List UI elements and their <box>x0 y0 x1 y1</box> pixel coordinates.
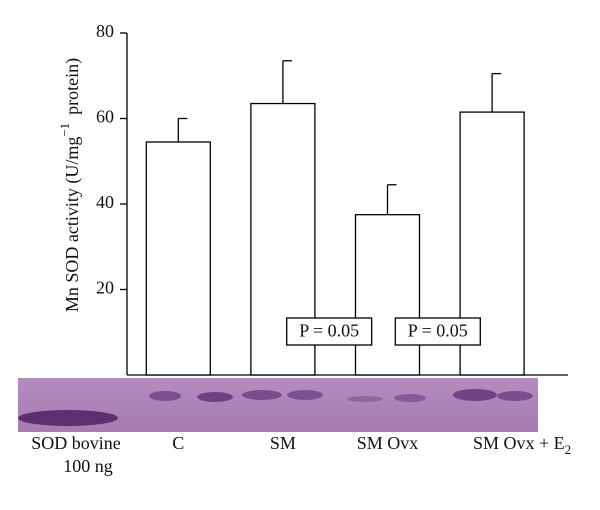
bar <box>145 141 211 376</box>
y-label-sup: −1 <box>57 123 72 137</box>
x-tick-label: SM Ovx <box>357 433 419 453</box>
bar <box>459 111 525 376</box>
annotation: P = 0.05 <box>299 321 359 341</box>
annotation: P = 0.05 <box>408 321 468 341</box>
y-label-end: protein) <box>62 58 83 115</box>
y-axis-label: Mn SOD activity (U/mg−1 protein) <box>57 58 83 312</box>
y-tick-label: 40 <box>96 192 114 212</box>
y-tick-label: 80 <box>96 21 114 41</box>
marker-label: 100 ng <box>63 456 113 476</box>
y-tick-label: 20 <box>96 278 114 298</box>
category-text: SM Ovx + E <box>473 433 565 453</box>
x-tick-label: SM Ovx + E2 <box>473 433 571 457</box>
category-text: C <box>172 433 184 453</box>
y-tick-label: 60 <box>96 107 114 127</box>
x-tick-label: SM <box>270 433 296 453</box>
bar <box>354 214 421 376</box>
marker-label: SOD bovine <box>31 433 121 453</box>
category-subscript: 2 <box>565 442 572 457</box>
category-text: SM Ovx <box>357 433 419 453</box>
annotation-box <box>394 317 481 346</box>
y-label-main: Mn SOD activity (U/mg <box>62 137 83 313</box>
category-text: SM <box>270 433 296 453</box>
x-tick-label: C <box>172 433 184 453</box>
annotation-box <box>286 317 373 346</box>
gel-image <box>18 378 538 432</box>
